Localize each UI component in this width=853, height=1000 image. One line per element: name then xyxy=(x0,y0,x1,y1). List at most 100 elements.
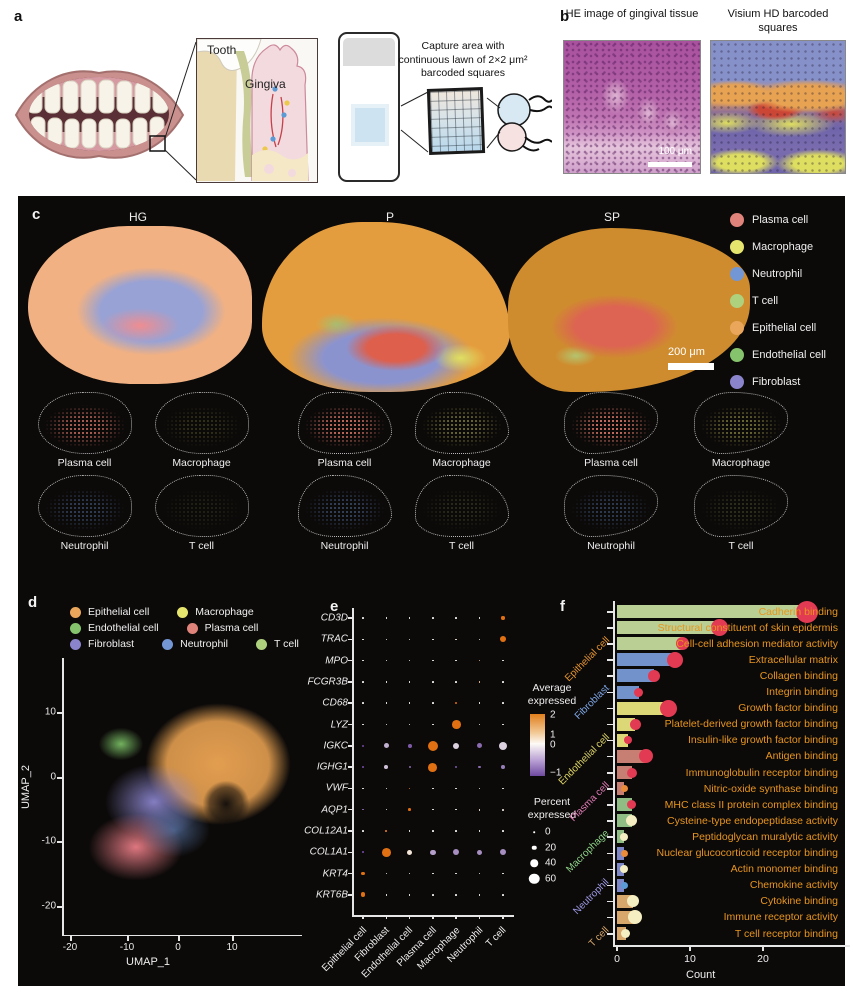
dotplot-dot xyxy=(408,659,411,662)
go-bar-dot xyxy=(626,815,638,827)
dotplot-dot xyxy=(362,702,364,704)
dotplot-dot xyxy=(385,894,388,896)
go-bar xyxy=(617,685,639,699)
panel-c-label: c xyxy=(32,206,41,223)
visium-image-title: Visium HD barcoded squares xyxy=(727,8,829,34)
umap-legend-swatch xyxy=(177,606,189,618)
go-axis-tick xyxy=(607,643,613,645)
gene-label: KRT4 xyxy=(322,868,348,880)
subpanel-speckles xyxy=(697,478,785,534)
go-bar xyxy=(617,733,628,747)
size-legend-dot xyxy=(533,831,535,833)
dotplot-dot xyxy=(407,743,412,748)
dotplot-dot xyxy=(385,830,388,832)
umap-legend-row: Fibroblast Neutrophil T cell xyxy=(70,636,299,652)
mouth-illustration xyxy=(14,70,185,159)
dotplot-dot xyxy=(385,638,388,641)
legend-item: Neutrophil xyxy=(730,260,826,287)
go-axis-tick xyxy=(607,788,613,790)
barchart-x-tick xyxy=(689,946,691,951)
subpanel-t-cell: T cell xyxy=(403,475,520,552)
dotplot-dot xyxy=(362,808,364,811)
gingiva-cross-section xyxy=(196,38,309,182)
dotplot-dot xyxy=(408,702,411,704)
go-term-label: Platelet-derived growth factor binding xyxy=(664,718,838,731)
legend-item: Fibroblast xyxy=(730,368,826,395)
dotplot-dot xyxy=(498,741,507,750)
dotplot-y-tick xyxy=(348,872,352,875)
dotplot-dot xyxy=(385,702,388,704)
go-bar xyxy=(617,637,683,651)
go-axis-tick xyxy=(607,707,613,710)
gene-label: IGKC xyxy=(323,740,348,752)
go-bar-dot xyxy=(676,637,690,651)
go-axis-tick xyxy=(607,916,613,919)
dotplot-dot xyxy=(499,849,506,856)
sample-title-sp: SP xyxy=(603,210,620,224)
slide-capture-area xyxy=(351,104,389,146)
go-axis-tick xyxy=(607,723,613,726)
dotplot-dot xyxy=(502,872,504,875)
dotplot-dot xyxy=(406,849,413,856)
go-term-label: Antigen binding xyxy=(765,750,838,763)
dotplot-dot xyxy=(432,808,434,811)
dotplot-dot xyxy=(384,765,389,769)
go-term-label: Cysteine-type endopeptidase activity xyxy=(666,814,838,827)
dotplot-dot xyxy=(502,830,504,832)
he-scale-bar xyxy=(648,162,692,167)
barchart-x-label: Count xyxy=(686,969,716,981)
go-group-label: Macrophage xyxy=(564,828,612,876)
go-axis-tick xyxy=(607,820,613,822)
dotplot-dot xyxy=(502,787,504,790)
subpanel-caption: Neutrophil xyxy=(587,540,635,552)
dotplot-dot xyxy=(478,808,481,811)
umap-legend-label: Neutrophil xyxy=(180,638,228,650)
barchart-x-tick xyxy=(762,946,764,951)
subpanel-image xyxy=(564,475,658,537)
dotplot-dot xyxy=(408,894,411,896)
umap-legend-item: Epithelial cell xyxy=(70,606,149,618)
visium-barcoded-image xyxy=(710,40,846,174)
dotplot-x-tick xyxy=(385,915,388,919)
visium-slide xyxy=(338,32,400,182)
legend-label: Fibroblast xyxy=(752,375,801,388)
dotplot-dot xyxy=(455,617,457,619)
dotplot-dot xyxy=(408,723,411,726)
subpanel-t-cell: T cell xyxy=(143,475,260,552)
legend-label: Macrophage xyxy=(752,240,814,253)
subpanel-caption: Plasma cell xyxy=(317,457,372,469)
cell-type-legend: Plasma cell Macrophage Neutrophil T cell Epi… xyxy=(730,206,826,395)
go-bar xyxy=(617,846,625,860)
dotplot-dot xyxy=(408,830,411,832)
umap-y-tick xyxy=(57,712,62,714)
panel-e-label: e xyxy=(330,598,339,615)
dotplot-dot xyxy=(478,872,481,875)
go-axis-tick xyxy=(607,772,613,774)
dotplot-dot xyxy=(455,787,457,790)
dotplot-dot xyxy=(478,681,481,683)
dotplot-x-tick xyxy=(432,915,434,919)
dotplot-dot xyxy=(455,830,457,832)
dotplot-dot xyxy=(432,894,434,896)
dotplot-dot xyxy=(478,787,481,790)
go-bar-dot xyxy=(627,910,642,925)
dotplot-dot xyxy=(478,659,481,662)
gene-label: TRAC xyxy=(320,633,348,645)
dotplot-dot xyxy=(362,851,364,854)
dotplot-y-tick xyxy=(348,638,352,641)
dotplot-dot xyxy=(362,787,364,790)
go-bar xyxy=(617,669,654,683)
dotplot-x-tick xyxy=(455,915,457,919)
dotplot-dot xyxy=(385,723,388,726)
go-term-label: Growth factor binding xyxy=(738,702,838,715)
colorbar-tick-label: 0 xyxy=(550,739,556,751)
dotplot-dot xyxy=(362,659,364,662)
go-term-label: Extracellular matrix xyxy=(748,653,838,666)
go-bar xyxy=(617,749,647,763)
go-bar-dot xyxy=(667,651,684,668)
dotplot-dot xyxy=(455,808,457,811)
subpanel-caption: Macrophage xyxy=(711,457,771,469)
dotplot-dot xyxy=(432,702,434,704)
size-legend-label: 20 xyxy=(545,842,557,853)
umap-legend-label: Plasma cell xyxy=(204,622,259,634)
